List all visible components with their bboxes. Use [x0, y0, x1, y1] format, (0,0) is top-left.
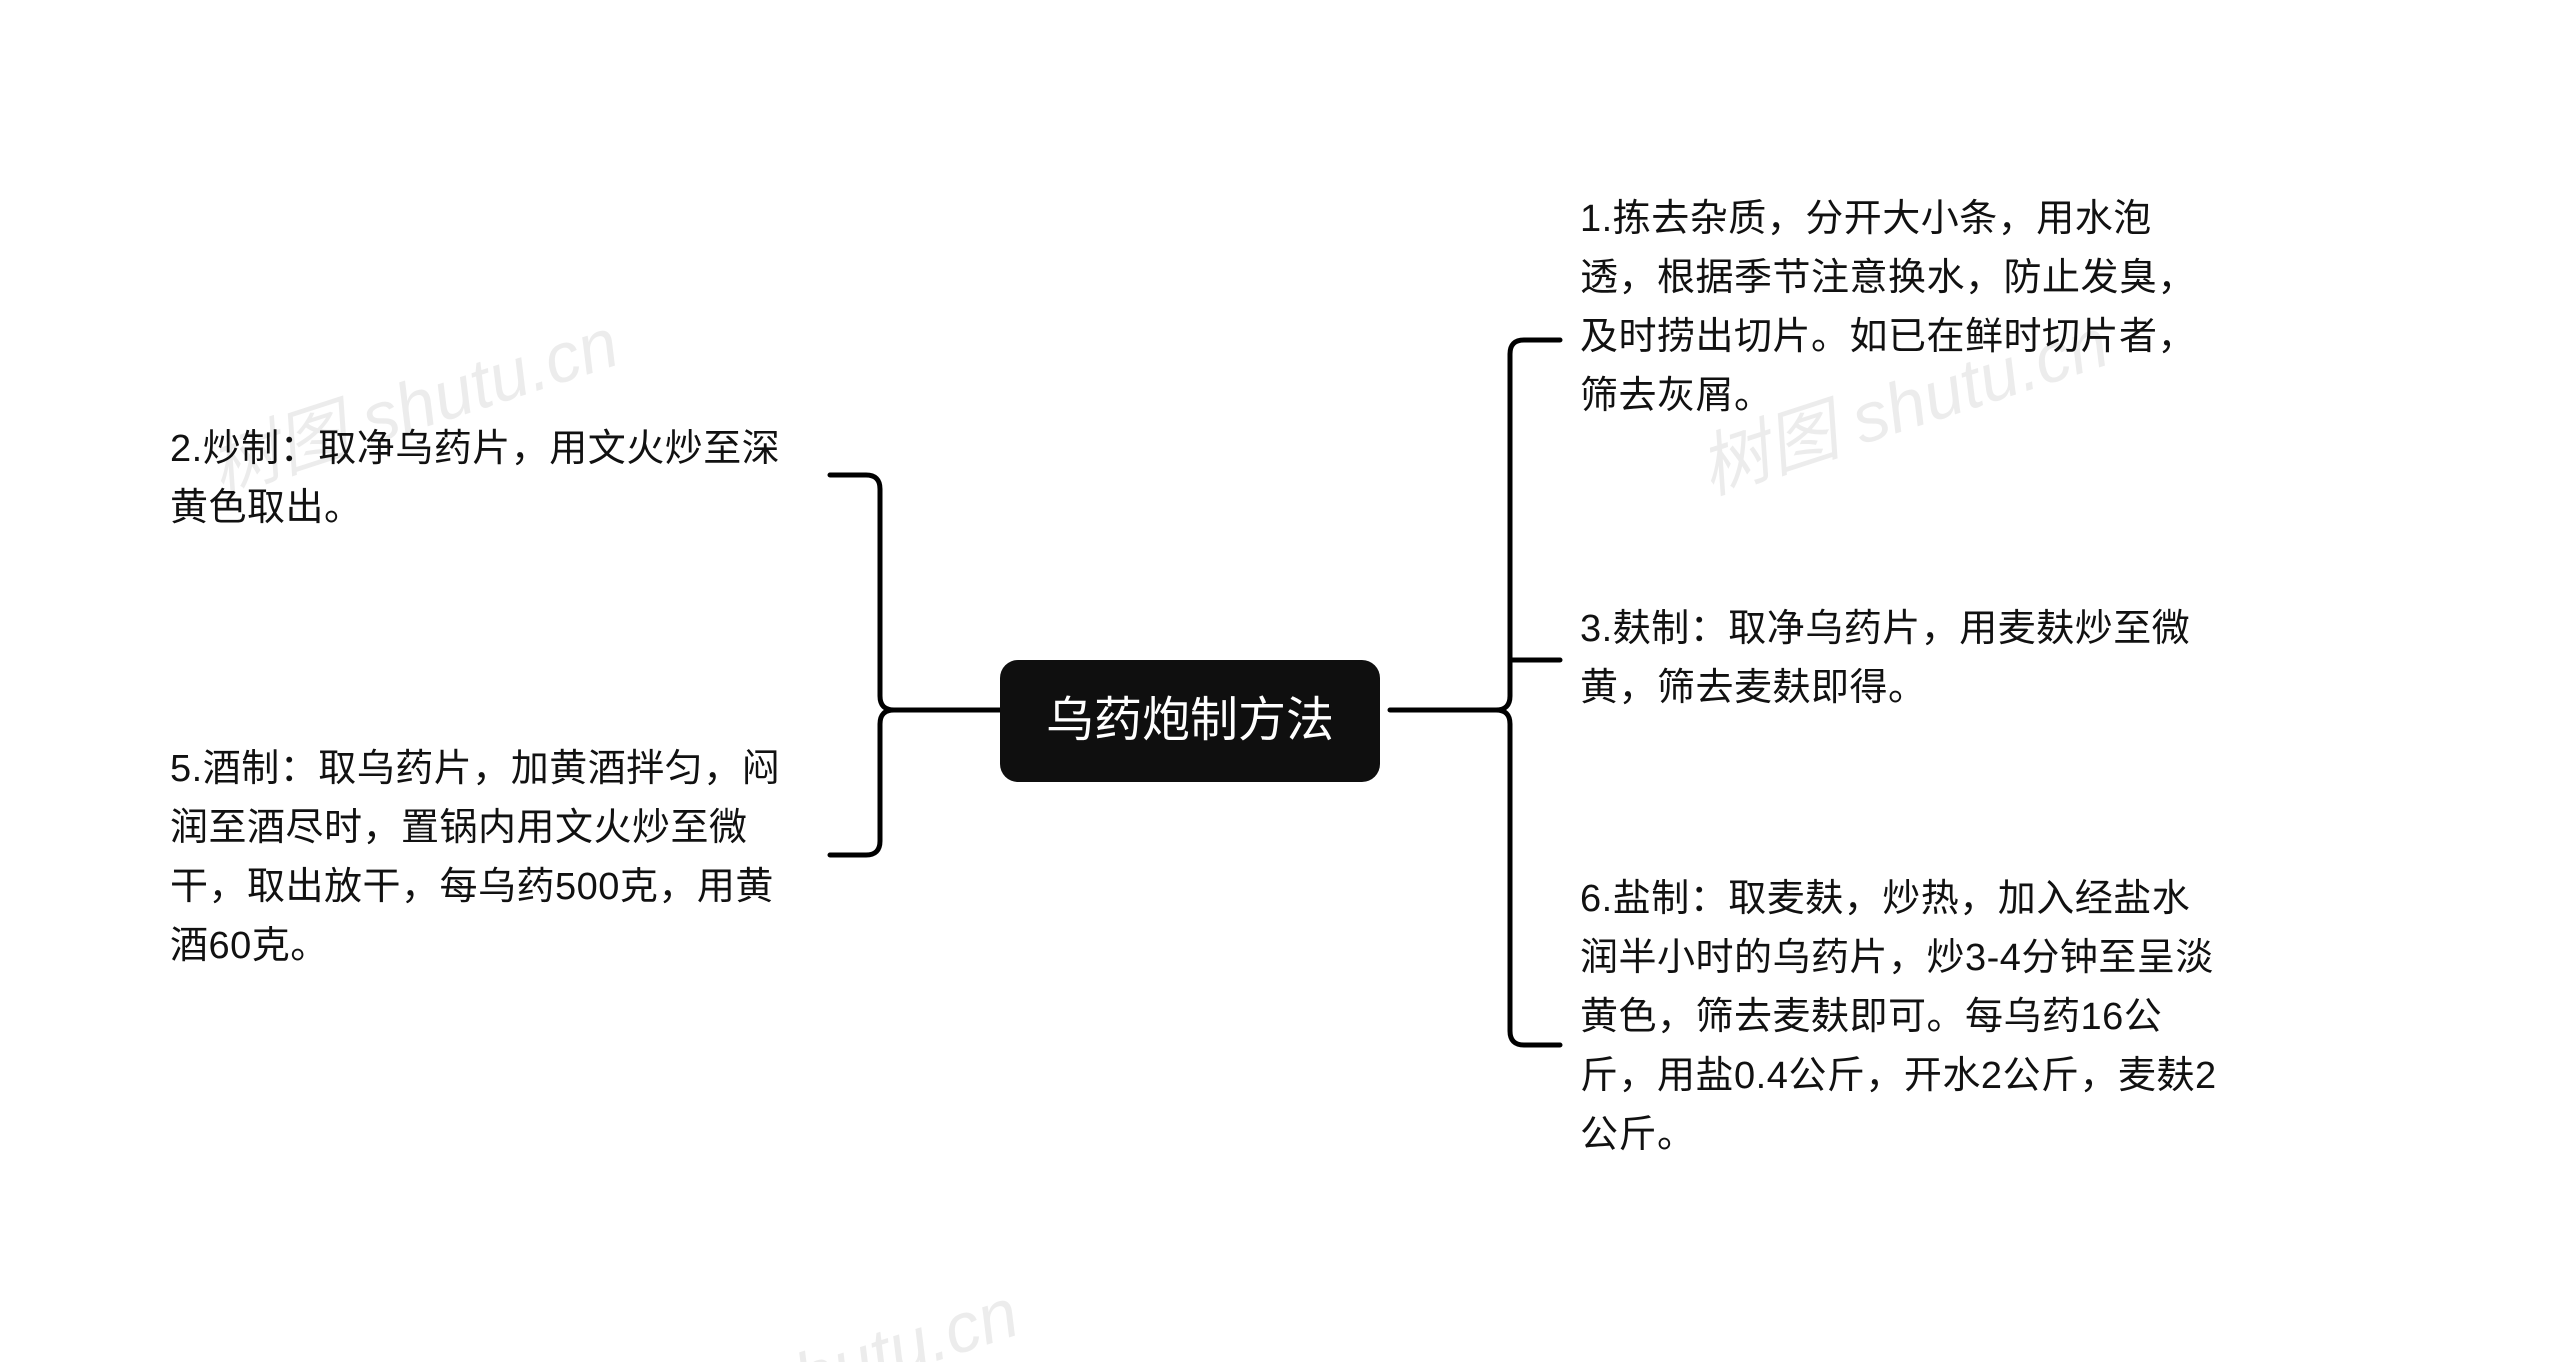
mindmap-left-node-1[interactable]: 5.酒制：取乌药片，加黄酒拌匀，闷润至酒尽时，置锅内用文火炒至微干，取出放干，每…	[170, 740, 810, 976]
mindmap-right-node-1[interactable]: 3.麸制：取净乌药片，用麦麸炒至微黄，筛去麦麸即得。	[1580, 600, 2220, 718]
mindmap-right-node-2[interactable]: 6.盐制：取麦麸，炒热，加入经盐水润半小时的乌药片，炒3-4分钟至呈淡黄色，筛去…	[1580, 870, 2220, 1164]
mindmap-root-node[interactable]: 乌药炮制方法	[1000, 660, 1380, 782]
watermark: 树图 shutu.cn	[595, 1257, 1030, 1362]
mindmap-right-node-0[interactable]: 1.拣去杂质，分开大小条，用水泡透，根据季节注意换水，防止发臭，及时捞出切片。如…	[1580, 190, 2220, 426]
mindmap-left-node-0[interactable]: 2.炒制：取净乌药片，用文火炒至深黄色取出。	[170, 420, 810, 538]
